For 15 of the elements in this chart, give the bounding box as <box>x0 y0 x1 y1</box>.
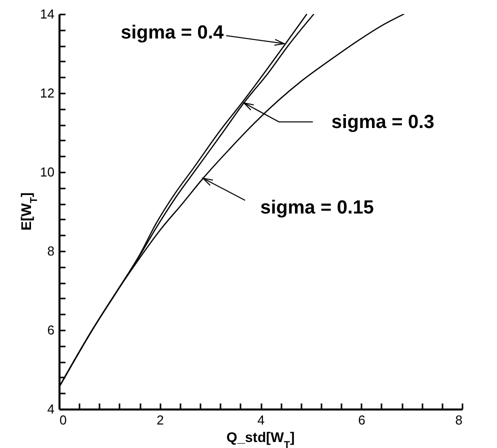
x-tick-label: 0 <box>60 412 67 428</box>
y-tick-label: 8 <box>47 244 54 258</box>
x-tick-label: 4 <box>257 412 265 428</box>
y-tick-label: 10 <box>40 164 54 180</box>
x-tick-label: 8 <box>455 412 462 428</box>
annotation: sigma = 0.3 <box>331 112 434 133</box>
x-tick-label: 2 <box>156 412 164 428</box>
y-tick-label: 12 <box>40 86 54 100</box>
y-tick-label: 6 <box>47 322 54 338</box>
y-tick-label: 4 <box>47 402 54 416</box>
x-axis-title: Q_std[W$_{T}$] <box>226 429 295 448</box>
x-tick-label: 6 <box>358 412 366 428</box>
annotation: sigma = 0.15 <box>260 197 374 218</box>
annotation: sigma = 0.4 <box>120 22 224 44</box>
y-tick-label: 14 <box>40 6 54 22</box>
